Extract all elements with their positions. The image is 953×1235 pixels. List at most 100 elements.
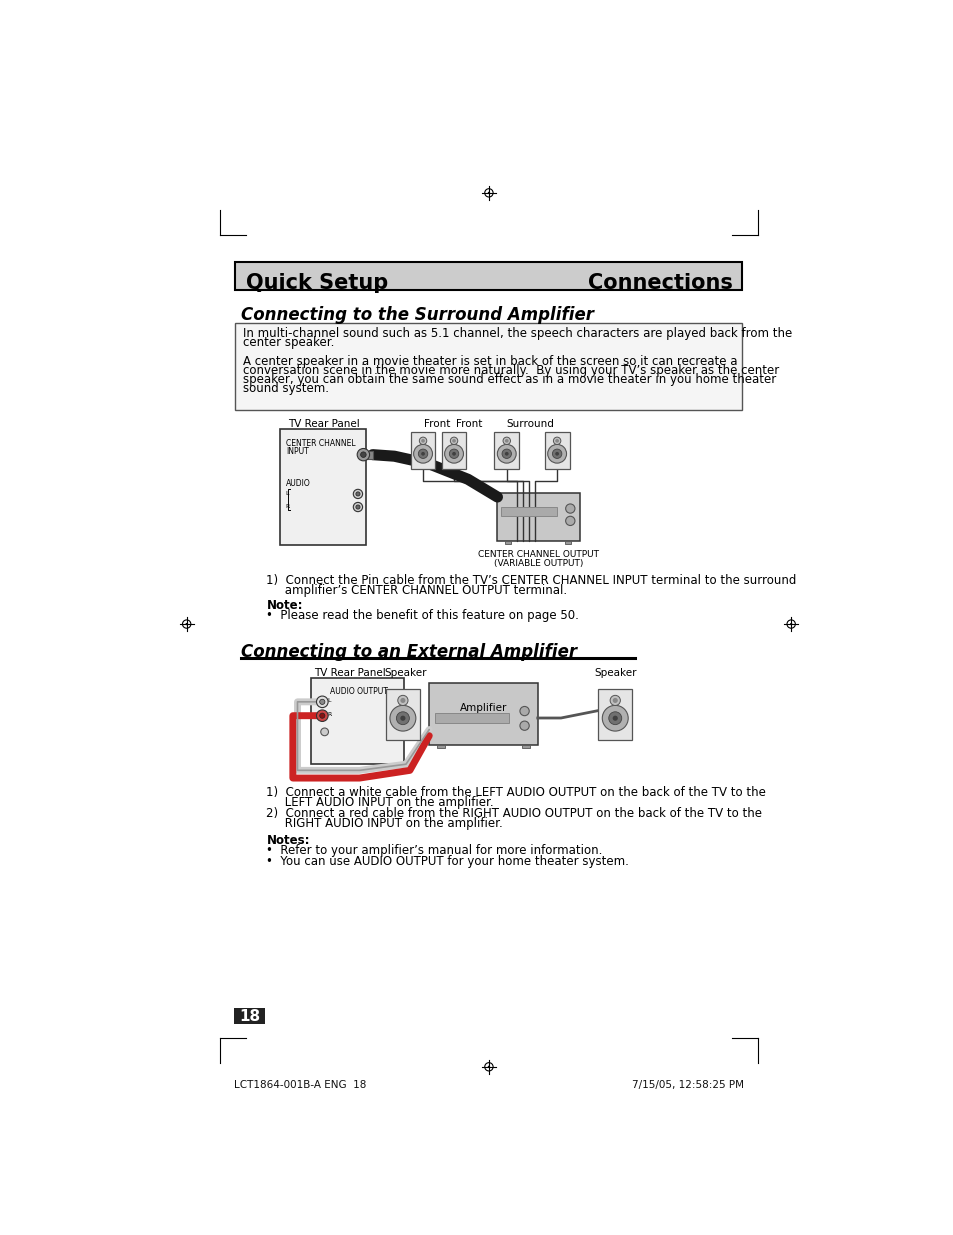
Text: sound system.: sound system. [243, 383, 329, 395]
Bar [235, 262, 740, 290]
Text: AUDIO: AUDIO [286, 479, 311, 488]
Bar [441, 432, 466, 469]
Circle shape [612, 698, 618, 703]
Circle shape [396, 711, 409, 725]
Text: Quick Setup: Quick Setup [245, 273, 388, 293]
Text: R: R [285, 504, 289, 509]
Text: 2)  Connect a red cable from the RIGHT AUDIO OUTPUT on the back of the TV to the: 2) Connect a red cable from the RIGHT AU… [266, 808, 761, 820]
Bar [385, 689, 419, 740]
Circle shape [553, 437, 560, 445]
Text: Front: Front [423, 419, 450, 430]
Circle shape [504, 452, 508, 456]
Text: Speaker: Speaker [594, 668, 636, 678]
Circle shape [789, 622, 792, 625]
Circle shape [320, 727, 328, 736]
Text: In multi-channel sound such as 5.1 channel, the speech characters are played bac: In multi-channel sound such as 5.1 chann… [243, 327, 792, 340]
Text: center speaker.: center speaker. [243, 336, 335, 350]
Circle shape [555, 452, 558, 456]
Circle shape [502, 437, 510, 445]
Circle shape [547, 445, 566, 463]
Circle shape [555, 438, 558, 442]
Circle shape [353, 489, 362, 499]
Text: conversation scene in the movie more naturally.  By using your TV’s speaker as t: conversation scene in the movie more nat… [243, 364, 779, 377]
Text: L: L [285, 490, 289, 495]
Circle shape [519, 706, 529, 716]
Circle shape [353, 503, 362, 511]
Circle shape [355, 492, 359, 496]
Text: Note:: Note: [266, 599, 303, 611]
Circle shape [418, 450, 427, 458]
Text: AUDIO OUTPUT: AUDIO OUTPUT [330, 687, 388, 697]
Bar [429, 683, 537, 745]
Text: •  Refer to your amplifier’s manual for more information.: • Refer to your amplifier’s manual for m… [266, 845, 602, 857]
Bar [311, 678, 404, 764]
Text: A center speaker in a movie theater is set in back of the screen so it can recre: A center speaker in a movie theater is s… [243, 354, 737, 368]
Circle shape [319, 713, 325, 719]
Bar [598, 689, 632, 740]
Circle shape [552, 450, 561, 458]
Text: LEFT AUDIO INPUT on the amplifier.: LEFT AUDIO INPUT on the amplifier. [266, 795, 494, 809]
Circle shape [355, 505, 359, 509]
Text: 1)  Connect the Pin cable from the TV’s CENTER CHANNEL INPUT terminal to the sur: 1) Connect the Pin cable from the TV’s C… [266, 574, 796, 587]
Circle shape [414, 445, 432, 463]
Bar [497, 493, 579, 541]
Text: (VARIABLE OUTPUT): (VARIABLE OUTPUT) [494, 559, 582, 568]
Text: Amplifier: Amplifier [459, 703, 507, 713]
Circle shape [497, 445, 516, 463]
Circle shape [565, 504, 575, 514]
Bar [235, 324, 740, 410]
Bar [436, 745, 444, 748]
Circle shape [400, 715, 405, 721]
Circle shape [487, 191, 490, 194]
Circle shape [319, 699, 325, 704]
Text: Speaker: Speaker [384, 668, 427, 678]
Circle shape [610, 695, 619, 705]
Bar [505, 541, 511, 543]
Circle shape [316, 710, 328, 721]
Circle shape [519, 721, 529, 730]
Circle shape [420, 438, 424, 442]
Circle shape [444, 445, 463, 463]
Text: Notes:: Notes: [266, 834, 310, 846]
Text: TV Rear Panel: TV Rear Panel [314, 668, 386, 678]
Text: INPUT: INPUT [286, 447, 309, 456]
Bar [544, 432, 569, 469]
Bar [233, 1008, 265, 1025]
Bar [521, 745, 530, 748]
Circle shape [185, 622, 188, 625]
Circle shape [316, 697, 328, 708]
Circle shape [390, 705, 416, 731]
Text: L: L [327, 698, 330, 703]
Circle shape [356, 448, 369, 461]
Text: •  You can use AUDIO OUTPUT for your home theater system.: • You can use AUDIO OUTPUT for your home… [266, 855, 629, 868]
Circle shape [400, 698, 405, 703]
Bar [494, 432, 518, 469]
Circle shape [419, 437, 426, 445]
Text: TV Rear Panel: TV Rear Panel [288, 419, 359, 430]
Text: 1)  Connect a white cable from the LEFT AUDIO OUTPUT on the back of the TV to th: 1) Connect a white cable from the LEFT A… [266, 785, 765, 799]
Text: LCT1864-001B-A ENG  18: LCT1864-001B-A ENG 18 [233, 1079, 366, 1091]
Circle shape [449, 450, 458, 458]
Circle shape [360, 452, 366, 457]
Circle shape [501, 450, 511, 458]
Bar [280, 430, 365, 545]
Bar [363, 451, 373, 458]
Text: speaker, you can obtain the same sound effect as in a movie theater in you home : speaker, you can obtain the same sound e… [243, 373, 776, 387]
Circle shape [452, 452, 456, 456]
Circle shape [397, 695, 408, 705]
Text: 7/15/05, 12:58:25 PM: 7/15/05, 12:58:25 PM [631, 1079, 743, 1091]
Text: R: R [327, 711, 331, 716]
Text: Front: Front [456, 419, 482, 430]
Bar [500, 508, 557, 516]
Circle shape [450, 437, 457, 445]
Circle shape [612, 715, 618, 721]
Text: 18: 18 [238, 1009, 260, 1024]
Circle shape [504, 438, 508, 442]
Text: CENTER CHANNEL: CENTER CHANNEL [286, 440, 355, 448]
Text: Surround: Surround [505, 419, 554, 430]
Text: RIGHT AUDIO INPUT on the amplifier.: RIGHT AUDIO INPUT on the amplifier. [266, 818, 503, 830]
Bar [410, 432, 435, 469]
Text: amplifier’s CENTER CHANNEL OUTPUT terminal.: amplifier’s CENTER CHANNEL OUTPUT termin… [266, 584, 567, 597]
Bar [435, 714, 509, 724]
Text: Connecting to the Surround Amplifier: Connecting to the Surround Amplifier [241, 306, 594, 324]
